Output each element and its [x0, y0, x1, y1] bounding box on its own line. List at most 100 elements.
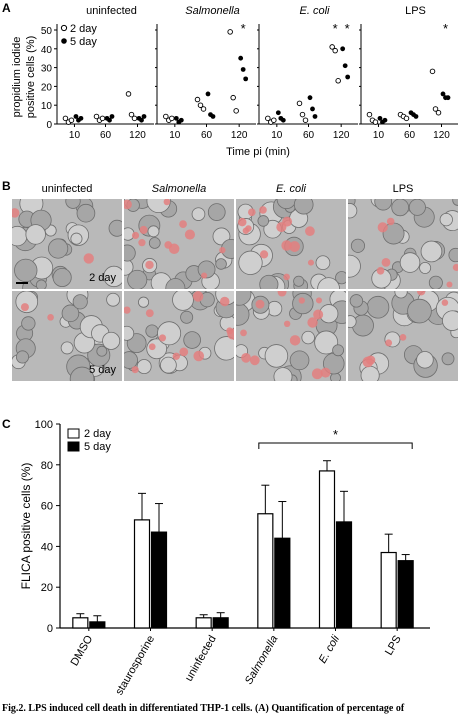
- pi-positive-cell: [184, 229, 195, 240]
- point-2day: [62, 115, 69, 122]
- pi-positive-cell: [227, 328, 234, 340]
- point-2day: [403, 115, 410, 122]
- point-5day: [413, 114, 419, 119]
- pi-positive-cell: [219, 296, 230, 307]
- x-tick-label: 120: [129, 130, 146, 141]
- pi-positive-cell: [148, 343, 156, 351]
- significance-asterisk: *: [241, 21, 246, 36]
- pi-positive-cell: [219, 246, 226, 254]
- y-tick-label: 20: [41, 582, 53, 594]
- pi-positive-cell: [124, 199, 132, 210]
- legend-swatch-5day: [67, 441, 80, 452]
- point-5day: [310, 106, 315, 112]
- bar-5day: [397, 560, 414, 629]
- pi-positive-cell: [240, 329, 247, 337]
- y-tick-label: 40: [41, 541, 53, 553]
- scatter-panel-1: Salmonella 10 60 120 *: [155, 5, 256, 141]
- cell-shape: [441, 352, 455, 366]
- pi-positive-cell: [168, 243, 180, 255]
- pi-positive-cell: [385, 339, 393, 347]
- pi-positive-cell: [259, 206, 267, 214]
- cell-shape: [420, 240, 443, 263]
- bar-2day: [380, 551, 397, 629]
- cell-shape: [332, 344, 345, 357]
- significance-asterisk: *: [333, 427, 338, 442]
- point-5day: [377, 115, 383, 121]
- legend-marker-5day: [61, 38, 67, 44]
- pi-positive-cell: [362, 356, 374, 368]
- significance-asterisk: *: [345, 21, 350, 36]
- x-tick-label: 60: [303, 130, 315, 141]
- x-tick-label: 10: [271, 130, 283, 141]
- cell-shape: [428, 275, 443, 289]
- panel-title: E. coli: [300, 5, 331, 17]
- bar-5day: [89, 621, 106, 629]
- point-5day: [345, 74, 351, 80]
- pi-positive-cell: [163, 199, 171, 206]
- cell-shape: [215, 258, 227, 270]
- pi-positive-cell: [260, 250, 269, 259]
- pi-positive-cell: [386, 217, 395, 226]
- cell-shape: [360, 365, 380, 381]
- cell-shape: [108, 219, 122, 237]
- cell-shape: [273, 367, 293, 381]
- category-label: Salmonella: [243, 634, 281, 687]
- pi-positive-cell: [124, 306, 131, 314]
- cell-shape: [293, 199, 314, 215]
- cell-shape: [103, 265, 122, 288]
- cell-shape: [452, 199, 458, 206]
- cell-shape: [399, 252, 421, 273]
- micrograph-column-label: LPS: [393, 183, 414, 195]
- pi-positive-cell: [179, 347, 189, 357]
- y-tick-label: 50: [41, 26, 53, 37]
- pi-positive-cell: [441, 299, 449, 306]
- x-axis-label: Time pi (min): [226, 146, 290, 158]
- y-tick-label: 0: [46, 120, 52, 131]
- micrograph-image: [124, 291, 234, 381]
- x-tick-label: 10: [169, 130, 181, 141]
- point-2day: [227, 29, 233, 35]
- cell-shape: [266, 300, 283, 317]
- cell-shape: [172, 291, 194, 311]
- bar-2day: [72, 617, 89, 629]
- pi-positive-cell: [399, 334, 407, 341]
- cell-shape: [35, 279, 47, 289]
- point-5day: [210, 114, 216, 119]
- point-5day: [205, 91, 211, 97]
- point-5day: [342, 63, 348, 69]
- point-5day: [109, 114, 115, 119]
- bar-5day: [274, 537, 291, 629]
- cell-shape: [124, 244, 136, 262]
- cell-shape: [238, 250, 263, 275]
- cell-shape: [106, 292, 120, 307]
- cell-shape: [292, 292, 314, 315]
- micrograph-image: [236, 291, 346, 381]
- pi-positive-cell: [138, 239, 146, 247]
- point-2day: [68, 117, 75, 123]
- micrograph-cells: [348, 291, 458, 381]
- pi-positive-cell: [248, 208, 256, 217]
- pi-positive-cell: [255, 299, 265, 309]
- point-5day: [78, 115, 84, 121]
- cell-shape: [394, 291, 408, 299]
- cell-shape: [448, 247, 458, 263]
- cell-shape: [289, 350, 310, 371]
- bar-2day: [195, 617, 212, 629]
- point-5day: [240, 67, 246, 72]
- point-5day: [139, 117, 144, 123]
- pi-positive-cell: [249, 355, 260, 366]
- cell-shape: [264, 344, 289, 368]
- cell-shape: [12, 225, 28, 247]
- cell-shape: [14, 258, 38, 283]
- cell-shape: [439, 212, 453, 227]
- micrograph-cells: [236, 291, 346, 381]
- micrograph-image: 5 day: [12, 291, 122, 381]
- point-2day: [429, 68, 436, 75]
- panel-title: LPS: [405, 5, 426, 17]
- pi-positive-cell: [289, 241, 300, 252]
- point-5day: [382, 117, 388, 123]
- point-2day: [163, 113, 169, 120]
- category-label: E. coli: [317, 633, 343, 665]
- x-tick-label: 120: [231, 130, 248, 141]
- cell-shape: [335, 271, 346, 285]
